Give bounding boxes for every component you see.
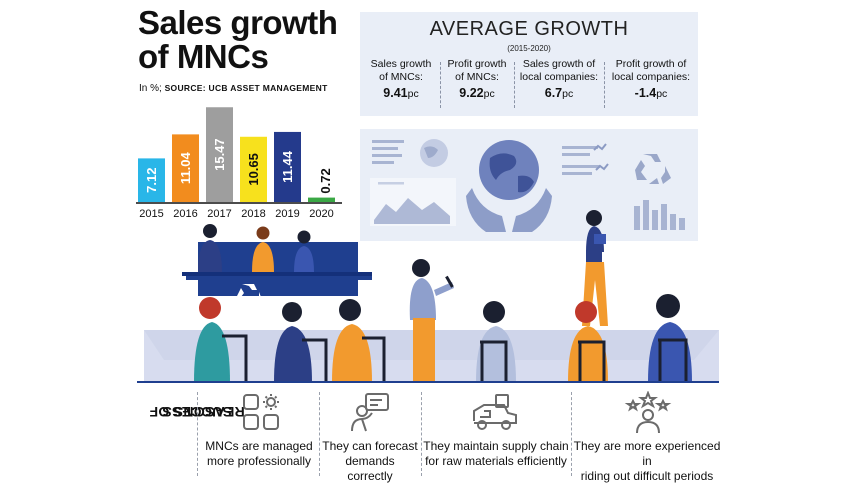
reason-line2: demands correctly — [345, 454, 395, 483]
reason-2-text: They can forecast demands correctly — [321, 439, 419, 484]
reason-line1: MNCs are managed — [205, 439, 313, 453]
presenter — [582, 210, 608, 326]
reason-line1: They are more experienced in — [573, 439, 721, 468]
panelist-1 — [198, 224, 222, 272]
year-tick-label: 2019 — [275, 208, 299, 220]
year-tick-label: 2015 — [139, 208, 163, 220]
avg-label-line2: of MNCs: — [379, 71, 423, 83]
unit-label: In %; — [139, 83, 162, 94]
avg-number: 9.22 — [459, 86, 484, 100]
average-growth-title: AVERAGE GROWTH — [429, 18, 629, 40]
audience-member-3 — [332, 299, 386, 382]
audience-member-6 — [648, 294, 692, 382]
avg-item-profit-local: Profit growth of local companies: -1.4pc — [606, 58, 696, 110]
bar-value-label: 11.44 — [280, 150, 295, 183]
reasons-divider — [137, 381, 719, 383]
forecast-person-icon — [351, 393, 389, 432]
presentation-board — [360, 129, 698, 241]
avg-number: 6.7 — [544, 86, 563, 100]
avg-divider — [604, 62, 605, 108]
line-chart-icon — [370, 140, 456, 226]
bar-2015 — [138, 158, 165, 202]
year-tick-label: 2018 — [241, 208, 265, 220]
bar-2018 — [240, 136, 267, 202]
reason-line2: more professionally — [206, 454, 312, 468]
avg-label-line2: local companies: — [519, 71, 599, 83]
reason-divider — [421, 392, 422, 476]
avg-item-sales-local: Sales growth of local companies: 6.7pc — [516, 58, 602, 110]
avg-item-sales-mnc: Sales growth of MNCs: 9.41pc — [364, 58, 438, 110]
avg-divider — [514, 62, 515, 108]
reason-line2: riding out difficult periods — [580, 469, 714, 483]
speaker-with-mic — [409, 259, 454, 382]
audience-member-1 — [194, 297, 248, 382]
avg-label-line2: local companies: — [611, 71, 691, 83]
year-tick-label: 2017 — [207, 208, 231, 220]
reason-3-text: They maintain supply chain for raw mater… — [423, 439, 569, 469]
bar-2019 — [274, 131, 301, 202]
avg-label-line1: Profit growth — [447, 58, 507, 70]
apps-gear-icon — [243, 394, 279, 430]
chart-subtitle: In %; SOURCE: UCB ASSET MANAGEMENT — [139, 83, 328, 94]
reasons-title: REASONS OF SUCCESS — [138, 386, 245, 478]
recycle-icon — [635, 154, 671, 184]
year-tick-label: 2020 — [309, 208, 333, 220]
bar-value-label: 11.04 — [178, 152, 193, 185]
bar-value-label: 15.47 — [212, 138, 227, 171]
panel-table — [182, 224, 372, 306]
panelist-3 — [294, 230, 314, 272]
table-recycle-icon — [237, 284, 263, 306]
average-growth-period: (2015-2020) — [507, 44, 551, 53]
bar-value-label: 0.72 — [318, 168, 333, 193]
audience-member-5 — [568, 301, 608, 382]
avg-unit: pc — [562, 88, 574, 100]
year-tick-label: 2016 — [173, 208, 197, 220]
avg-value: 9.41pc — [364, 87, 438, 101]
average-growth-panel: AVERAGE GROWTH (2015-2020) Sales growth … — [360, 12, 698, 116]
sales-growth-chart: 7.12 2015 11.04 2016 15.47 2017 10.65 2018 11.44… — [136, 107, 342, 220]
avg-unit: pc — [483, 88, 495, 100]
bar-value-label: 10.65 — [246, 153, 261, 186]
bar-2020 — [308, 197, 335, 202]
reason-1-text: MNCs are managed more professionally — [201, 439, 317, 469]
avg-unit: pc — [407, 88, 419, 100]
audience-member-4 — [476, 301, 516, 382]
bar-chart-icon — [634, 200, 685, 230]
presentation-illustration — [144, 129, 719, 382]
reason-line1: They can forecast — [322, 439, 418, 453]
experienced-person-stars-icon — [624, 391, 672, 434]
avg-label-line1: Sales growth of — [522, 58, 596, 70]
avg-unit: pc — [656, 88, 668, 100]
avg-value: 9.22pc — [442, 87, 512, 101]
avg-label-line2: of MNCs: — [455, 71, 499, 83]
reason-divider — [319, 392, 320, 476]
reason-divider — [197, 392, 198, 476]
small-globe-icon — [420, 139, 448, 167]
reason-4-text: They are more experienced in riding out … — [573, 439, 721, 484]
panelist-2 — [252, 226, 274, 272]
supply-truck-icon — [473, 394, 517, 430]
globe-in-hands-icon — [466, 140, 552, 232]
reason-line1: They maintain supply chain — [423, 439, 569, 453]
reason-divider — [571, 392, 572, 476]
avg-number: 9.41 — [383, 86, 408, 100]
audience-member-2 — [274, 302, 328, 382]
bar-2017 — [206, 107, 233, 202]
text-widget-icon — [562, 143, 609, 175]
chart-title: Sales growth of MNCs — [138, 4, 338, 75]
avg-value: 6.7pc — [516, 87, 602, 101]
bar-2016 — [172, 134, 199, 202]
bar-value-label: 7.12 — [144, 168, 159, 193]
avg-value: -1.4pc — [606, 87, 696, 101]
avg-divider — [440, 62, 441, 108]
avg-label-line1: Profit growth of — [615, 58, 687, 70]
avg-item-profit-mnc: Profit growth of MNCs: 9.22pc — [442, 58, 512, 110]
source-label: SOURCE: UCB ASSET MANAGEMENT — [164, 83, 328, 93]
reason-line2: for raw materials efficiently — [425, 454, 567, 468]
avg-number: -1.4 — [634, 86, 657, 100]
avg-label-line1: Sales growth — [370, 58, 432, 70]
